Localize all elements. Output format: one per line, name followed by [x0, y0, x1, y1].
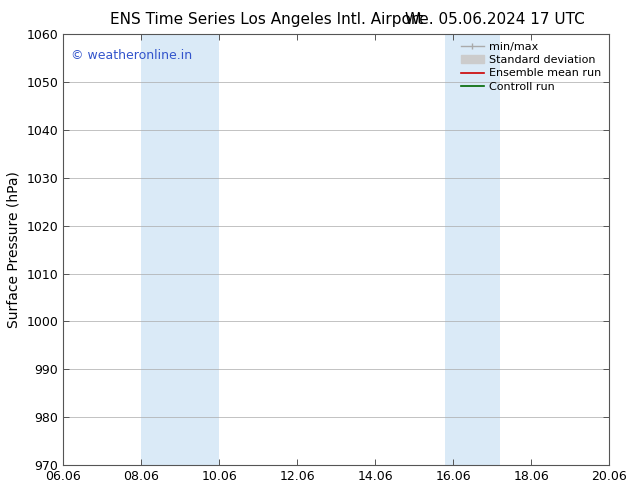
Bar	[446, 34, 500, 465]
Text: © weatheronline.in: © weatheronline.in	[72, 49, 193, 62]
Legend: min/max, Standard deviation, Ensemble mean run, Controll run: min/max, Standard deviation, Ensemble me…	[459, 40, 604, 94]
Text: ENS Time Series Los Angeles Intl. Airport: ENS Time Series Los Angeles Intl. Airpor…	[110, 12, 423, 27]
Bar	[141, 34, 219, 465]
Y-axis label: Surface Pressure (hPa): Surface Pressure (hPa)	[7, 171, 21, 328]
Text: We. 05.06.2024 17 UTC: We. 05.06.2024 17 UTC	[404, 12, 585, 27]
